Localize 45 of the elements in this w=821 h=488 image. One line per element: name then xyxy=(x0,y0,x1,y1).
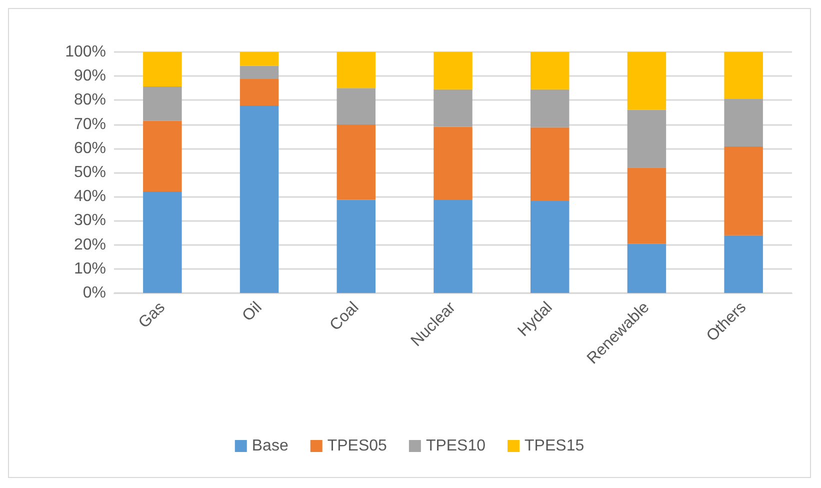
y-tick-label: 30% xyxy=(74,212,106,230)
legend-label: TPES15 xyxy=(524,438,584,454)
bar xyxy=(240,106,279,293)
bar xyxy=(143,52,182,86)
bar xyxy=(240,52,279,66)
bar xyxy=(627,168,666,244)
bar xyxy=(724,235,763,293)
bar xyxy=(530,127,570,201)
bar xyxy=(627,110,666,168)
bar xyxy=(530,200,570,293)
y-tick-label: 100% xyxy=(65,44,106,60)
bar xyxy=(724,146,763,236)
bar xyxy=(627,52,666,110)
bar xyxy=(627,244,666,293)
y-tick-label: 90% xyxy=(74,68,106,85)
bar xyxy=(530,89,570,128)
bar xyxy=(434,52,472,90)
bar xyxy=(240,78,279,106)
y-tick-label: 0% xyxy=(82,284,106,302)
bar xyxy=(434,89,472,127)
bar xyxy=(336,88,376,125)
x-tick-label: Gas xyxy=(136,298,168,332)
y-tick-label: 60% xyxy=(74,140,106,157)
x-tick-label: Oil xyxy=(239,298,266,325)
bar xyxy=(143,86,182,121)
bar xyxy=(336,124,376,200)
y-tick-label: 50% xyxy=(74,164,106,181)
bar xyxy=(434,200,472,293)
bar xyxy=(530,52,570,90)
y-tick-label: 80% xyxy=(74,92,106,109)
y-tick-label: 40% xyxy=(74,188,106,206)
bar xyxy=(434,126,472,200)
bar xyxy=(336,52,376,88)
legend-label: Base xyxy=(252,438,288,454)
legend-label: TPES05 xyxy=(327,438,388,454)
bar xyxy=(336,200,376,293)
y-tick-label: 20% xyxy=(74,236,106,254)
legend-label: TPES10 xyxy=(426,438,486,454)
bar xyxy=(724,52,763,99)
y-tick-label: 70% xyxy=(74,116,106,133)
bar xyxy=(724,98,763,146)
y-tick-label: 10% xyxy=(74,260,106,278)
bar xyxy=(240,66,279,79)
bar xyxy=(143,120,182,192)
bar xyxy=(143,192,182,293)
